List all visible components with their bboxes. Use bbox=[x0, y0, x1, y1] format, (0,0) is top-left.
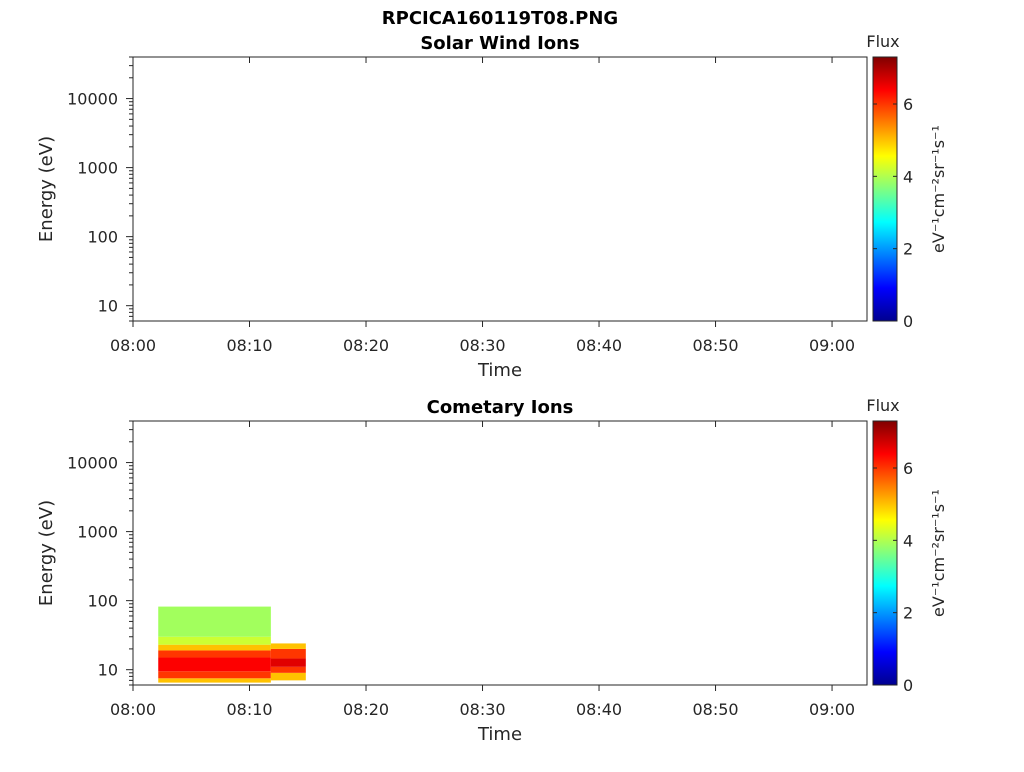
y-tick-label: 1000 bbox=[77, 523, 118, 542]
x-tick-label: 08:20 bbox=[343, 700, 389, 719]
colorbar-tick-label: 0 bbox=[903, 676, 913, 695]
colorbar-label: eV⁻¹cm⁻²sr⁻¹s⁻¹ bbox=[929, 489, 948, 617]
heatmap-cell bbox=[270, 666, 306, 673]
x-tick-label: 08:50 bbox=[692, 336, 738, 355]
y-tick-label: 1000 bbox=[77, 159, 118, 178]
panel-title: Solar Wind Ions bbox=[420, 33, 579, 54]
x-tick-label: 08:20 bbox=[343, 336, 389, 355]
plot-frame bbox=[132, 56, 868, 322]
y-axis-label: Energy (eV) bbox=[36, 136, 57, 242]
figure-title: RPCICA160119T08.PNG bbox=[382, 8, 618, 29]
y-tick-label: 10 bbox=[98, 297, 118, 316]
y-tick-label: 10 bbox=[98, 661, 118, 680]
y-tick-label: 100 bbox=[87, 592, 118, 611]
colorbar bbox=[872, 56, 898, 322]
heatmap-cell bbox=[270, 648, 306, 659]
x-tick-label: 08:30 bbox=[459, 336, 505, 355]
x-tick-label: 08:40 bbox=[576, 336, 622, 355]
heatmap-cell bbox=[158, 606, 271, 637]
heatmap-cell bbox=[270, 658, 306, 667]
heatmap-cell bbox=[158, 644, 271, 651]
x-tick-label: 09:00 bbox=[809, 336, 855, 355]
panel-cometary-ions: Cometary Ions 08:00 08:10 08:20 08:30 08:40 08… bbox=[36, 396, 948, 745]
colorbar-label: eV⁻¹cm⁻²sr⁻¹s⁻¹ bbox=[929, 125, 948, 253]
x-tick-label: 08:10 bbox=[226, 700, 272, 719]
colorbar-tick-label: 6 bbox=[903, 95, 913, 114]
x-tick-label: 08:10 bbox=[226, 336, 272, 355]
panel-solar-wind-ions: Solar Wind Ions 08:00 08:10 08:20 08:30 08:40… bbox=[36, 32, 948, 381]
heatmap-cell bbox=[158, 650, 271, 658]
colorbar-tick-label: 4 bbox=[903, 531, 913, 550]
colorbar bbox=[872, 420, 898, 686]
x-tick-label: 08:30 bbox=[459, 700, 505, 719]
colorbar-tick-label: 2 bbox=[903, 604, 913, 623]
x-axis-label: Time bbox=[477, 360, 522, 381]
x-tick-label: 09:00 bbox=[809, 700, 855, 719]
colorbar-title: Flux bbox=[866, 396, 899, 415]
y-tick-label: 10000 bbox=[67, 90, 118, 109]
x-tick-label: 08:00 bbox=[110, 336, 156, 355]
x-tick-label: 08:00 bbox=[110, 700, 156, 719]
heatmap-cell bbox=[158, 636, 271, 645]
x-tick-label: 08:40 bbox=[576, 700, 622, 719]
x-tick-label: 08:50 bbox=[692, 700, 738, 719]
heatmap-cell bbox=[158, 678, 271, 683]
colorbar-tick-label: 6 bbox=[903, 459, 913, 478]
heatmap-cell bbox=[158, 657, 271, 672]
colorbar-tick-label: 0 bbox=[903, 312, 913, 331]
heatmap-cell bbox=[270, 643, 306, 649]
panel-title: Cometary Ions bbox=[427, 397, 574, 418]
y-tick-label: 10000 bbox=[67, 454, 118, 473]
y-tick-label: 100 bbox=[87, 228, 118, 247]
heatmap-cells bbox=[158, 606, 306, 683]
y-axis-label: Energy (eV) bbox=[36, 500, 57, 606]
colorbar-title: Flux bbox=[866, 32, 899, 51]
colorbar-tick-label: 2 bbox=[903, 240, 913, 259]
heatmap-cell bbox=[158, 671, 271, 679]
plot-frame bbox=[132, 420, 868, 686]
x-axis-label: Time bbox=[477, 724, 522, 745]
colorbar-tick-label: 4 bbox=[903, 167, 913, 186]
heatmap-cell bbox=[270, 672, 306, 681]
